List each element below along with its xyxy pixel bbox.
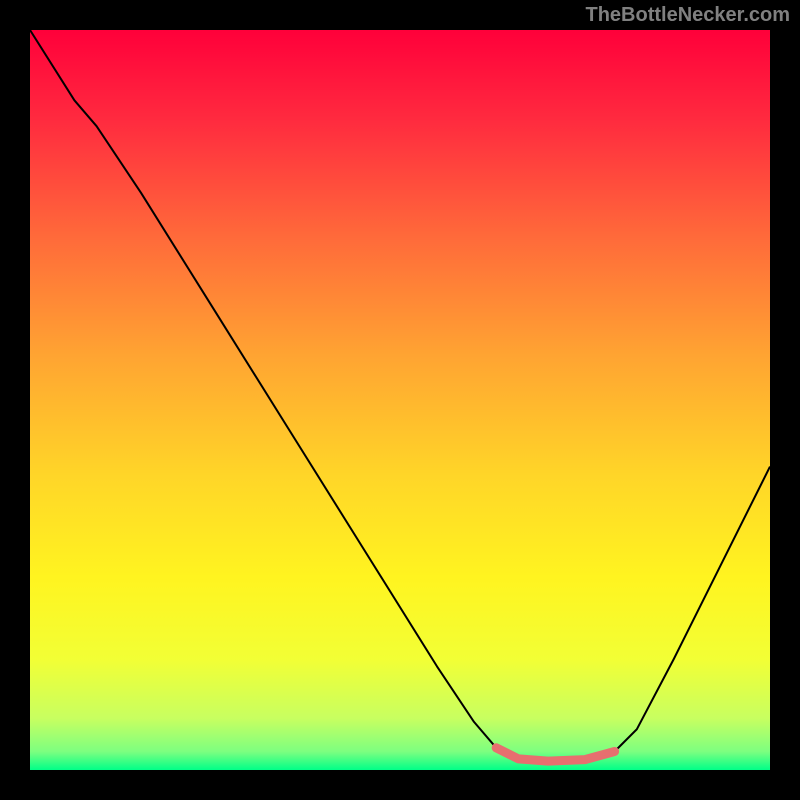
chart-svg xyxy=(0,0,800,800)
watermark-text: TheBottleNecker.com xyxy=(585,4,790,27)
bottleneck-chart: TheBottleNecker.com xyxy=(0,0,800,800)
plot-background-gradient xyxy=(30,30,770,770)
